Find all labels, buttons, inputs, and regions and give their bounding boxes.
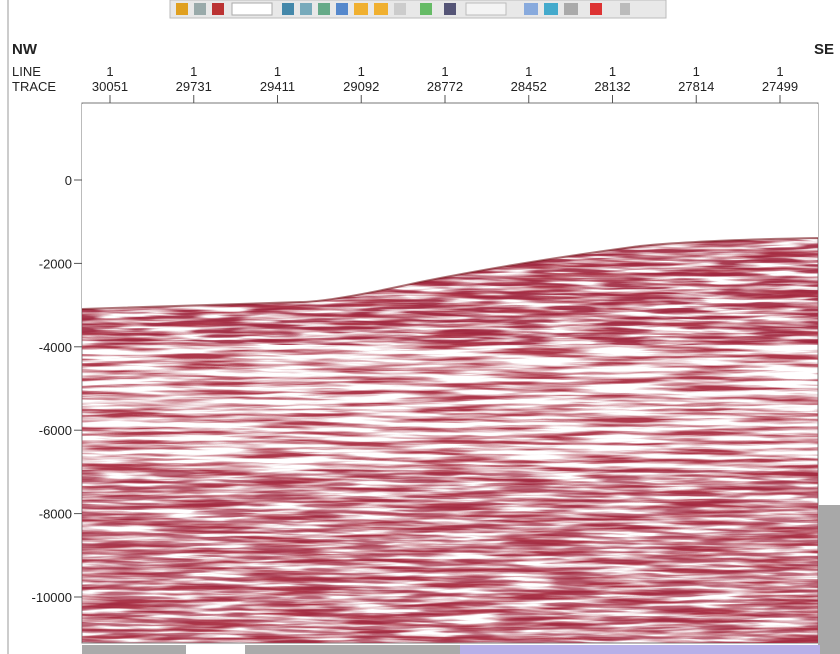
status-bar [245, 645, 460, 654]
line-number: 1 [525, 64, 532, 79]
tool-icon[interactable] [620, 3, 630, 15]
tool-icon[interactable] [194, 3, 206, 15]
status-bar [460, 645, 820, 654]
trace-number: 29092 [343, 79, 379, 94]
direction-right: SE [814, 41, 834, 58]
trace-number: 30051 [92, 79, 128, 94]
tool-dropdown[interactable] [232, 3, 272, 15]
tool-icon[interactable] [444, 3, 456, 15]
tool-icon[interactable] [300, 3, 312, 15]
seismic-image [82, 103, 818, 643]
depth-tick-label: -6000 [39, 423, 72, 438]
tool-icon[interactable] [564, 3, 578, 15]
depth-tick-label: -2000 [39, 256, 72, 271]
page: {"header": {"left": "NW", "right": "SE"}… [0, 0, 840, 654]
line-number: 1 [693, 64, 700, 79]
direction-left: NW [12, 41, 38, 58]
tool-icon[interactable] [394, 3, 406, 15]
tool-icon[interactable] [212, 3, 224, 15]
line-number: 1 [106, 64, 113, 79]
depth-tick-label: 0 [65, 173, 72, 188]
trace-number: 29731 [176, 79, 212, 94]
depth-tick-label: -8000 [39, 507, 72, 522]
tool-icon[interactable] [420, 3, 432, 15]
status-bar [82, 645, 186, 654]
line-number: 1 [190, 64, 197, 79]
row-label: LINE [12, 64, 41, 79]
tool-icon[interactable] [282, 3, 294, 15]
seismic-view: NW SE LINE TRACE 13005112973112941112909… [0, 0, 840, 654]
line-number: 1 [776, 64, 783, 79]
tool-icon[interactable] [524, 3, 538, 15]
toolbar [170, 0, 666, 18]
body: NW SE LINE TRACE 13005112973112941112909… [0, 0, 840, 654]
tool-icon[interactable] [374, 3, 388, 15]
tool-icon[interactable] [590, 3, 602, 15]
trace-number: 27814 [678, 79, 714, 94]
depth-tick-label: -4000 [39, 340, 72, 355]
depth-tick-label: -10000 [32, 590, 72, 605]
line-number: 1 [609, 64, 616, 79]
tool-icon[interactable] [336, 3, 348, 15]
tool-icon[interactable] [544, 3, 558, 15]
tool-dropdown[interactable] [466, 3, 506, 15]
line-number: 1 [441, 64, 448, 79]
trace-number: 27499 [762, 79, 798, 94]
trace-number: 28452 [511, 79, 547, 94]
tool-icon[interactable] [354, 3, 368, 15]
row-label: TRACE [12, 79, 56, 94]
tool-icon[interactable] [176, 3, 188, 15]
trace-number: 29411 [260, 79, 295, 94]
line-number: 1 [274, 64, 281, 79]
trace-number: 28772 [427, 79, 463, 94]
tool-icon[interactable] [318, 3, 330, 15]
panel-edge [818, 505, 840, 654]
line-number: 1 [358, 64, 365, 79]
trace-number: 28132 [594, 79, 630, 94]
